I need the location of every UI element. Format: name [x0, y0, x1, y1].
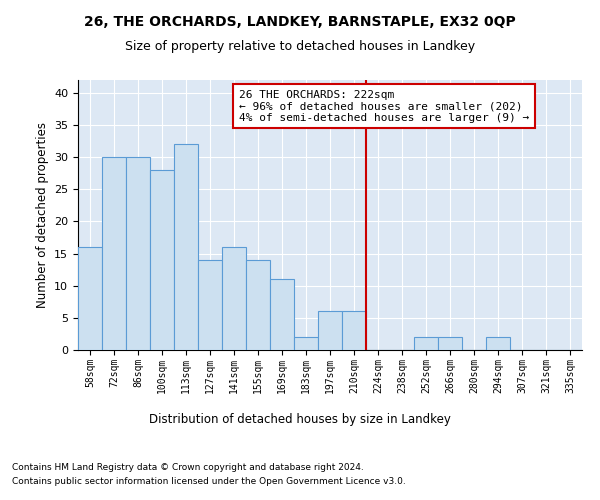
Bar — [78, 247, 102, 350]
Bar — [246, 260, 270, 350]
Text: 26 THE ORCHARDS: 222sqm
← 96% of detached houses are smaller (202)
4% of semi-de: 26 THE ORCHARDS: 222sqm ← 96% of detache… — [239, 90, 529, 123]
Text: 26, THE ORCHARDS, LANDKEY, BARNSTAPLE, EX32 0QP: 26, THE ORCHARDS, LANDKEY, BARNSTAPLE, E… — [84, 15, 516, 29]
Bar — [342, 312, 366, 350]
Text: Contains HM Land Registry data © Crown copyright and database right 2024.: Contains HM Land Registry data © Crown c… — [12, 462, 364, 471]
Bar — [102, 157, 126, 350]
Text: Size of property relative to detached houses in Landkey: Size of property relative to detached ho… — [125, 40, 475, 53]
Bar — [318, 312, 342, 350]
Text: Distribution of detached houses by size in Landkey: Distribution of detached houses by size … — [149, 412, 451, 426]
Bar — [294, 337, 318, 350]
Text: Contains public sector information licensed under the Open Government Licence v3: Contains public sector information licen… — [12, 478, 406, 486]
Bar — [414, 337, 438, 350]
Bar — [438, 337, 462, 350]
Bar — [198, 260, 222, 350]
Bar — [126, 157, 150, 350]
Bar — [174, 144, 198, 350]
Bar — [150, 170, 174, 350]
Bar — [486, 337, 510, 350]
Bar — [222, 247, 246, 350]
Bar — [270, 280, 294, 350]
Y-axis label: Number of detached properties: Number of detached properties — [35, 122, 49, 308]
